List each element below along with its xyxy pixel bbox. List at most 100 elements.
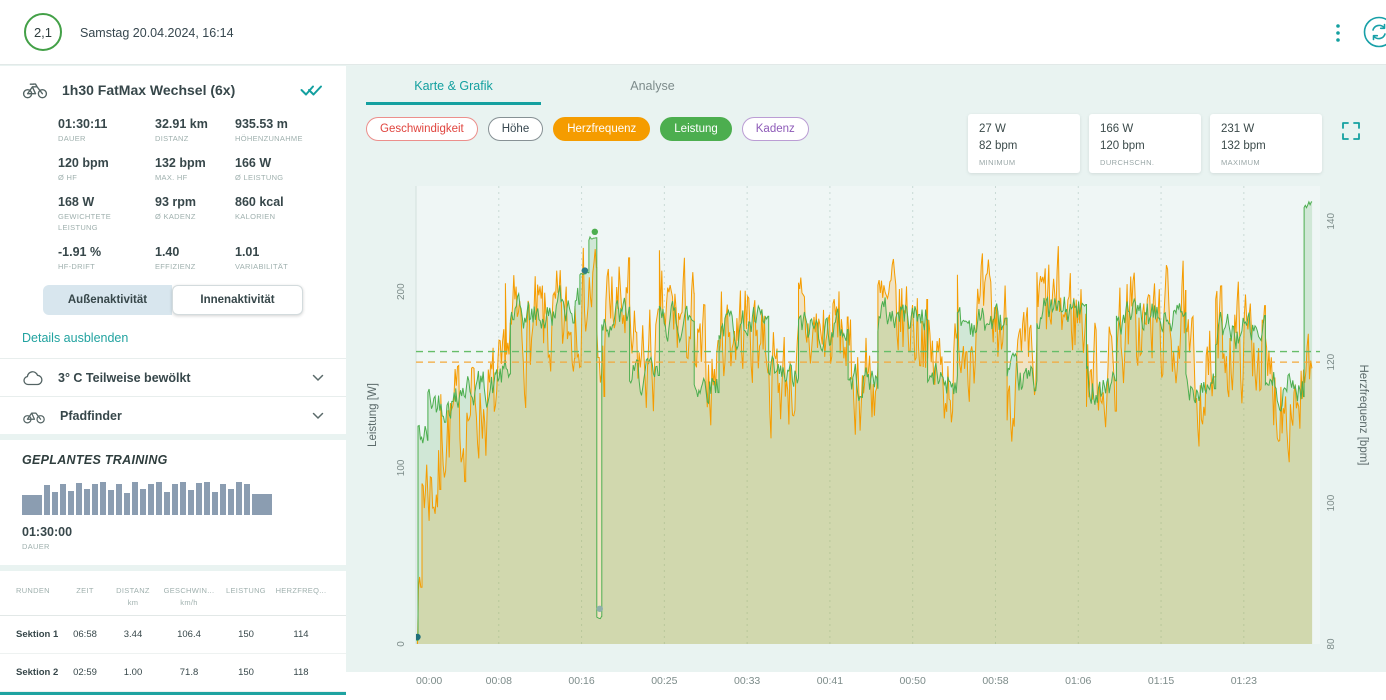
score-badge[interactable]: 2,1 <box>24 13 62 51</box>
axis-text: 00:16 <box>568 675 594 687</box>
activity-chart[interactable]: 0 100 200 80 100 120 140 Leistung [W] Herzfreque… <box>354 174 1378 694</box>
stat-dauer: 01:30:11 DAUER <box>58 117 155 145</box>
kebab-menu-icon <box>1336 24 1340 42</box>
chevron-down-icon[interactable] <box>312 374 324 382</box>
laps-table-header: RUNDEN ZEIT DISTANZ km GESCHWIN... km/h LEIS… <box>0 573 346 616</box>
stat-variabilität: 1.01 VARIABILITÄT <box>235 245 355 273</box>
metric-pill-kadenz[interactable]: Kadenz <box>741 117 809 141</box>
heart-rate-area <box>416 246 1313 644</box>
training-bar-26 <box>244 484 250 516</box>
stat-label: Ø LEISTUNG <box>235 172 284 182</box>
stat--hf: 120 bpm Ø HF <box>58 156 155 184</box>
activity-header: 1h30 FatMax Wechsel (6x) <box>0 66 346 105</box>
power-line <box>416 200 1313 641</box>
axis-text: 01:06 <box>1065 675 1091 687</box>
training-bar-4 <box>68 490 74 516</box>
stat-label: VARIABILITÄT <box>235 261 289 271</box>
card-label: MINIMUM <box>979 157 1016 167</box>
axis-text: 80 <box>1326 638 1337 650</box>
training-bar-27 <box>252 493 272 516</box>
weather-row[interactable]: 3° C Teilweise bewölkt <box>0 358 346 396</box>
route-row[interactable]: Pfadfinder <box>0 396 346 434</box>
stat-label: DISTANZ <box>155 134 189 143</box>
laps-header-unit <box>62 597 108 608</box>
axis-text: 0 <box>396 641 407 647</box>
stat-gewichtete-leistung: 168 W GEWICHTETE LEISTUNG <box>58 195 155 234</box>
summary-card-minimum: 27 W 82 bpm MINIMUM <box>968 114 1080 173</box>
stat-value: -1.91 % <box>58 244 102 259</box>
training-bar-5 <box>76 482 82 516</box>
summary-card-durchschn-: 166 W 120 bpm DURCHSCHN. <box>1089 114 1201 173</box>
planned-training-heading: GEPLANTES TRAINING <box>22 453 168 468</box>
chart-bottom-strip <box>346 672 1386 700</box>
laps-header-distanz: DISTANZ km <box>108 585 158 608</box>
axis-text: 00:00 <box>416 675 442 687</box>
stat-label: DAUER <box>58 134 86 143</box>
tab-karte-grafik[interactable]: Karte & Grafik <box>366 66 541 105</box>
axis-text: 00:25 <box>651 675 677 687</box>
peak-power-marker-2 <box>591 228 599 235</box>
hide-details-link[interactable]: Details ausblenden <box>22 331 129 346</box>
laps-row-1[interactable]: Sektion 1 06:58 3.44 106.4 150 114 <box>0 616 346 654</box>
stat-value: 120 bpm <box>58 155 109 170</box>
activity-type-toggle: Außenaktivität Innenaktivität <box>43 285 303 316</box>
expand-icon <box>1342 122 1360 140</box>
training-bar-23 <box>220 483 226 516</box>
laps-row-2[interactable]: Sektion 2 02:59 1.00 71.8 150 118 <box>0 654 346 692</box>
card-power-value: 27 W <box>979 123 1006 135</box>
laps-header-herzfreq-: HERZFREQ... <box>272 585 330 608</box>
sync-button[interactable] <box>1362 15 1386 49</box>
axis-text: 100 <box>1326 494 1337 511</box>
training-bar-21 <box>204 481 210 516</box>
metric-pill-leistung[interactable]: Leistung <box>660 117 732 141</box>
laps-header-label: ZEIT <box>76 586 94 596</box>
axis-text: 00:58 <box>982 675 1008 687</box>
sync-icon <box>1363 16 1386 48</box>
stat-label: HF-DRIFT <box>58 261 95 271</box>
axis-text: 01:15 <box>1148 675 1174 687</box>
axis-text: 100 <box>396 459 407 476</box>
training-bar-16 <box>164 491 170 516</box>
metric-pill-herzfrequenz[interactable]: Herzfrequenz <box>553 117 651 141</box>
stat-label: KALORIEN <box>235 211 276 221</box>
laps-cell: 71.8 <box>179 666 199 678</box>
activity-datetime: Samstag 20.04.2024, 16:14 <box>80 26 234 40</box>
laps-cell: 118 <box>293 666 309 678</box>
activity-summary-panel: 1h30 FatMax Wechsel (6x) 01:30:11 DAUER 32… <box>0 66 346 435</box>
stat-max-hf: 132 bpm MAX. HF <box>155 156 235 184</box>
training-bar-3 <box>60 483 66 516</box>
training-bar-8 <box>100 482 106 516</box>
training-bar-2 <box>52 492 58 516</box>
card-hr-value: 132 bpm <box>1221 140 1266 153</box>
planned-duration-value: 01:30:00 <box>22 525 73 540</box>
fullscreen-button[interactable] <box>1340 120 1362 142</box>
laps-header-runden: RUNDEN <box>0 585 62 608</box>
planned-training-chart <box>22 479 324 516</box>
training-bar-17 <box>172 484 178 516</box>
card-power-value: 231 W <box>1221 123 1255 135</box>
indoor-activity-tab[interactable]: Innenaktivität <box>172 285 303 316</box>
chevron-down-icon[interactable] <box>312 412 324 420</box>
stat-value: 1.01 <box>235 244 260 259</box>
training-bar-18 <box>180 482 186 516</box>
more-menu-button[interactable] <box>1335 23 1341 48</box>
laps-table-accent <box>0 691 346 695</box>
tab-analyse[interactable]: Analyse <box>630 79 675 93</box>
route-label: Pfadfinder <box>60 408 122 423</box>
cloud-icon <box>23 371 43 386</box>
laps-cell: 06:58 <box>73 628 97 640</box>
laps-header-unit <box>272 597 330 608</box>
metric-pill-geschwindigkeit[interactable]: Geschwindigkeit <box>366 117 478 141</box>
training-bar-19 <box>188 490 194 516</box>
outdoor-activity-tab[interactable]: Außenaktivität <box>43 285 172 316</box>
stat-effizienz: 1.40 EFFIZIENZ <box>155 245 235 273</box>
chart-series-group <box>416 200 1320 644</box>
stat-distanz: 32.91 km DISTANZ <box>155 117 235 145</box>
metric-pill-höhe[interactable]: Höhe <box>487 117 544 141</box>
topbar: 2,1 Samstag 20.04.2024, 16:14 <box>0 0 1386 65</box>
laps-cell: 3.44 <box>123 628 143 640</box>
axis-text: 200 <box>396 283 407 300</box>
axis-text: 00:41 <box>817 675 843 687</box>
laps-header-unit: km <box>127 597 139 607</box>
laps-cell: Sektion 2 <box>16 666 59 678</box>
